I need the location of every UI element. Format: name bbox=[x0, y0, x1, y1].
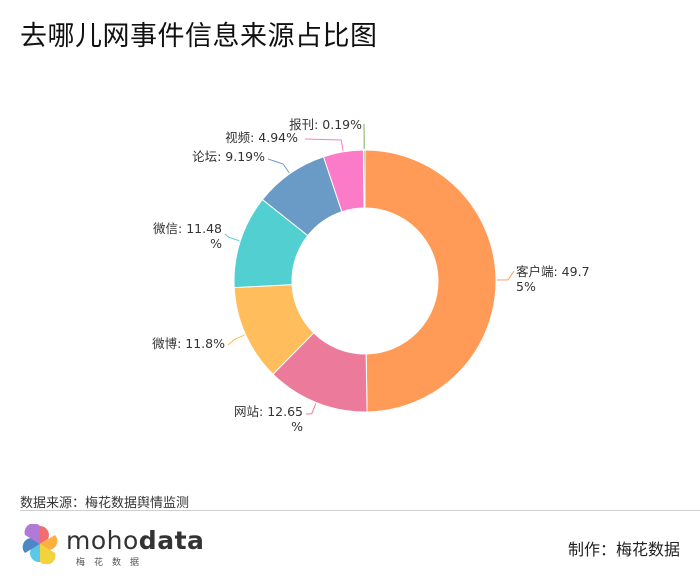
leader-line-微博 bbox=[227, 334, 245, 346]
slice-label-论坛: 论坛: 9.19% bbox=[192, 149, 265, 164]
logo-wordmark: mohodata bbox=[66, 526, 205, 555]
donut-chart: 客户端: 49.7 5% 网站: 12.65 % 微博: 11.8% 微信: 11.48%… bbox=[152, 117, 590, 434]
leader-line-视频 bbox=[304, 138, 344, 151]
donut-slice-报刊 bbox=[362, 149, 366, 209]
maker-credit: 制作：梅花数据 bbox=[567, 540, 680, 559]
data-source-note: 数据来源：梅花数据舆情监测 bbox=[20, 496, 190, 511]
slice-label-微博: 微博: 11.8% bbox=[152, 336, 225, 351]
slice-label-客户端: 客户端: 49.7 5% bbox=[516, 264, 590, 294]
donut-slice-客户端 bbox=[364, 149, 497, 413]
leader-line-论坛 bbox=[267, 158, 290, 174]
slice-label-报刊: 报刊: 0.19% bbox=[289, 117, 362, 132]
slice-label-微信: 微信: 11.48% bbox=[153, 221, 222, 251]
leader-line-客户端 bbox=[496, 270, 515, 281]
slice-label-视频: 视频: 4.94% bbox=[225, 130, 298, 145]
pinwheel-logo-icon bbox=[22, 524, 58, 564]
leader-line-微信 bbox=[224, 233, 240, 242]
footer-divider bbox=[20, 510, 700, 511]
chart-title: 去哪儿网事件信息来源占比图 bbox=[20, 21, 378, 52]
slice-label-网站: 网站: 12.65% bbox=[234, 404, 303, 434]
leader-line-网站 bbox=[305, 403, 317, 415]
mohodata-logo: mohodata 梅花数据 bbox=[20, 524, 204, 568]
logo-subtitle: 梅花数据 bbox=[76, 558, 149, 568]
